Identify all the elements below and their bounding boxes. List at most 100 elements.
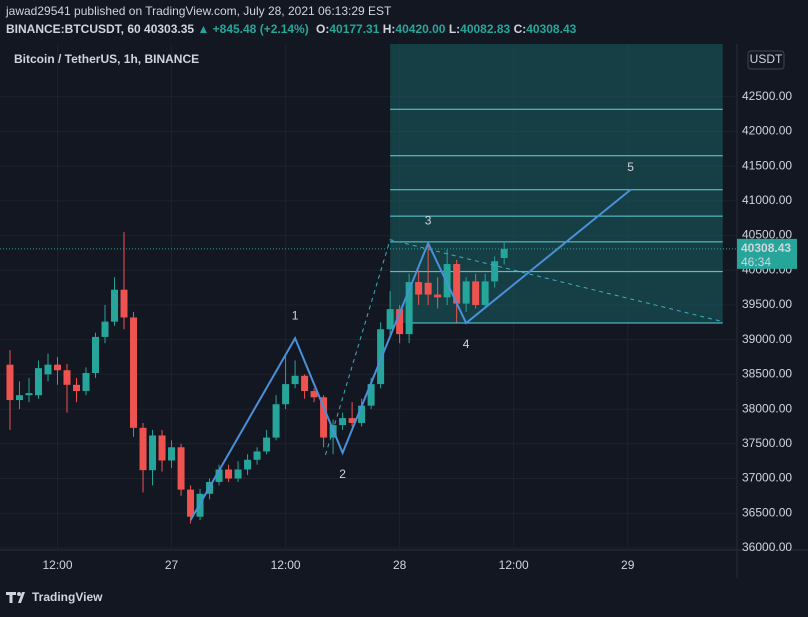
y-tick-label: 38500.00 [742, 367, 792, 381]
wave-label: 3 [425, 213, 432, 227]
candle-body [92, 336, 100, 374]
candle-body [386, 309, 394, 330]
candle-body [320, 397, 328, 438]
candle-body [244, 459, 252, 470]
y-tick-label: 38000.00 [742, 401, 792, 415]
candle-body [367, 384, 375, 406]
ohlc-value: 40177.31 [329, 22, 379, 36]
symbol: BINANCE:BTCUSDT, 60 40303.35 ▲ +845.48 (… [6, 22, 309, 36]
logo [6, 592, 25, 603]
fib-box [390, 44, 723, 324]
candle-body [44, 364, 52, 375]
candle-body [272, 404, 280, 438]
candle-body [462, 281, 470, 304]
candle-body [453, 264, 461, 304]
candle-body [149, 435, 157, 471]
candle-body [177, 447, 185, 490]
candle-body [405, 282, 413, 335]
y-tick-label: 41000.00 [742, 193, 792, 207]
candle-body [73, 384, 81, 392]
candle-body [282, 384, 290, 405]
channel-line [325, 239, 723, 456]
candle-body [215, 469, 223, 482]
chart-title: Bitcoin / TetherUS, 1h, BINANCE [14, 52, 199, 66]
candle-body [348, 418, 356, 423]
x-tick-label: 28 [393, 558, 407, 572]
price-label-box [737, 238, 797, 269]
countdown: 46:34 [741, 255, 771, 269]
candle-body [424, 282, 432, 295]
y-tick-label: 42500.00 [742, 89, 792, 103]
currency-box[interactable] [747, 50, 785, 70]
price-label: 40308.43 [741, 241, 791, 255]
candle-body [358, 405, 366, 423]
candle-body [15, 395, 23, 401]
candle-body [434, 294, 442, 298]
x-tick-label: 29 [621, 558, 635, 572]
wave-label: 5 [627, 160, 634, 174]
x-tick-label: 27 [165, 558, 179, 572]
currency[interactable]: USDT [750, 52, 783, 66]
candle-body [415, 282, 423, 295]
candle-body [168, 447, 176, 461]
wave-label: 2 [339, 467, 346, 481]
symbol-name: BINANCE:BTCUSDT, 60 [6, 22, 141, 36]
wave-label: 1 [292, 308, 299, 322]
y-tick-label: 40500.00 [742, 228, 792, 242]
candle-body [111, 289, 119, 322]
y-tick-label: 39500.00 [742, 297, 792, 311]
ohlc-value: 40082.83 [460, 22, 510, 36]
wave-line [189, 188, 632, 521]
y-tick-label: 37000.00 [742, 471, 792, 485]
candle-body [53, 364, 61, 371]
footer: TradingView [32, 590, 103, 604]
candle-body [101, 321, 109, 337]
ohlc-key: L: [449, 22, 460, 36]
candle-body [500, 248, 508, 258]
ohlc-value: 40308.43 [526, 22, 576, 36]
y-tick-label: 42000.00 [742, 124, 792, 138]
x-tick-label: 12:00 [271, 558, 301, 572]
x-tick-label: 12:00 [42, 558, 72, 572]
candle-body [491, 261, 499, 282]
candle-body [6, 364, 14, 401]
candle-body [63, 370, 71, 385]
y-tick-label: 36000.00 [742, 540, 792, 554]
publisher: jawad29541 published on TradingView.com,… [5, 4, 392, 18]
candle-body [291, 375, 299, 385]
y-tick-label: 37500.00 [742, 436, 792, 450]
ohlc-value: 40420.00 [395, 22, 445, 36]
y-tick-label: 36500.00 [742, 505, 792, 519]
candle-body [225, 469, 233, 479]
candle-body [443, 264, 451, 298]
candle-body [396, 309, 404, 335]
candle-body [234, 469, 242, 479]
y-tick-label: 41500.00 [742, 158, 792, 172]
last-price: 40303.35 [144, 22, 194, 36]
ohlc-key: C: [514, 22, 527, 36]
candle-body [120, 289, 128, 318]
candle-body [25, 393, 33, 396]
candle-body [481, 281, 489, 305]
x-tick-label: 12:00 [499, 558, 529, 572]
candle-body [301, 375, 309, 392]
candle-body [472, 281, 480, 305]
candle-body [34, 368, 42, 396]
candle-body [82, 373, 90, 392]
candle-body [339, 418, 347, 426]
ohlc-key: O: [316, 22, 329, 36]
candle-body [310, 391, 318, 398]
candle-body [377, 329, 385, 385]
candle-body [253, 451, 261, 460]
candle-body [187, 489, 195, 517]
ohlc: O:40177.31 H:40420.00 L:40082.83 C:40308… [316, 22, 577, 36]
candle-body [130, 317, 138, 428]
wave-label: 4 [463, 337, 470, 351]
ohlc-key: H: [383, 22, 396, 36]
y-tick-label: 39000.00 [742, 332, 792, 346]
candle-body [139, 427, 147, 471]
candle-body [263, 437, 271, 452]
change: ▲ +845.48 (+2.14%) [197, 22, 308, 36]
candle-body [158, 435, 166, 461]
